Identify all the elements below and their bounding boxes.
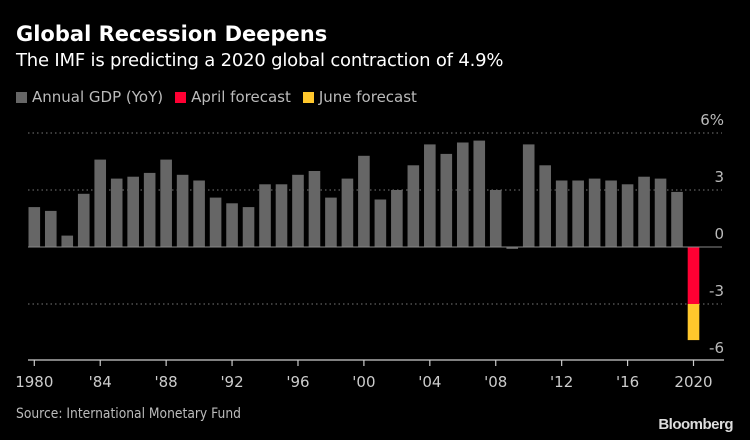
legend-swatch-april-forecast bbox=[175, 91, 187, 103]
chart-title: Global Recession Deepens bbox=[16, 22, 328, 46]
bar-1996 bbox=[292, 174, 304, 247]
bar-2002 bbox=[391, 190, 403, 247]
y-tick-label: -3 bbox=[709, 282, 724, 300]
bloomberg-logo: Bloomberg bbox=[658, 416, 733, 433]
x-tick-label: '04 bbox=[418, 373, 441, 391]
x-tick-label: '12 bbox=[550, 373, 573, 391]
y-tick-label: -6 bbox=[709, 339, 724, 357]
x-tick-label: '96 bbox=[286, 373, 309, 391]
bar-2015 bbox=[605, 180, 617, 247]
bar-2010 bbox=[522, 144, 535, 247]
chart-subtitle: The IMF is predicting a 2020 global cont… bbox=[16, 50, 504, 71]
bar-2003 bbox=[407, 165, 420, 247]
bar-2011 bbox=[539, 165, 551, 247]
bar-2020-june-forecast bbox=[687, 304, 700, 341]
bar-2007 bbox=[473, 140, 486, 247]
x-tick-label: '92 bbox=[220, 373, 243, 391]
x-tick-label: '08 bbox=[484, 373, 507, 391]
bar-2014 bbox=[588, 178, 601, 247]
legend-swatch-annual-gdp bbox=[16, 91, 27, 103]
bar-2013 bbox=[572, 180, 584, 247]
bar-2001 bbox=[374, 199, 387, 247]
legend: Annual GDP (YoY) April forecast June for… bbox=[16, 88, 417, 106]
bar-2006 bbox=[456, 142, 469, 247]
bar-1983 bbox=[77, 193, 90, 247]
bar-1989 bbox=[176, 174, 189, 247]
bar-2018 bbox=[654, 178, 667, 247]
bar-2005 bbox=[440, 153, 453, 247]
bar-2004 bbox=[424, 144, 436, 247]
bar-1988 bbox=[160, 159, 172, 247]
bar-1980 bbox=[28, 207, 41, 247]
legend-item-annual-gdp: Annual GDP (YoY) bbox=[16, 88, 163, 106]
y-tick-label: 0 bbox=[714, 225, 724, 243]
bar-2016 bbox=[621, 184, 634, 247]
legend-label-june-forecast: June forecast bbox=[318, 88, 417, 106]
bar-1993 bbox=[242, 207, 255, 247]
bar-1991 bbox=[209, 197, 222, 247]
x-tick-label: '84 bbox=[89, 373, 112, 391]
bar-1994 bbox=[259, 184, 271, 247]
y-tick-label: 3 bbox=[714, 168, 724, 186]
legend-item-april-forecast: April forecast bbox=[175, 88, 291, 106]
bar-1986 bbox=[127, 176, 139, 247]
bar-1998 bbox=[325, 197, 337, 247]
bar-1995 bbox=[275, 184, 288, 247]
bar-1999 bbox=[341, 178, 354, 247]
bar-2008 bbox=[489, 190, 502, 247]
x-tick-label: '00 bbox=[352, 373, 375, 391]
bar-2000 bbox=[358, 155, 370, 247]
bar-2020-april-forecast bbox=[687, 247, 700, 304]
legend-label-april-forecast: April forecast bbox=[191, 88, 291, 106]
bar-2009 bbox=[506, 247, 519, 249]
bar-1992 bbox=[226, 203, 238, 247]
x-tick-label: '16 bbox=[616, 373, 639, 391]
x-tick-label: '88 bbox=[155, 373, 178, 391]
bar-1984 bbox=[94, 159, 107, 247]
bar-1982 bbox=[61, 235, 74, 247]
bar-1990 bbox=[193, 180, 205, 247]
bar-1981 bbox=[44, 210, 57, 247]
legend-item-june-forecast: June forecast bbox=[302, 88, 417, 106]
legend-swatch-june-forecast bbox=[302, 91, 314, 103]
y-tick-label: 6% bbox=[700, 111, 724, 129]
x-tick-label: 1980 bbox=[15, 373, 53, 391]
bar-2019 bbox=[671, 191, 683, 247]
bar-2017 bbox=[638, 176, 650, 247]
bar-1985 bbox=[110, 178, 123, 247]
bar-1997 bbox=[308, 171, 321, 247]
bar-1987 bbox=[143, 172, 156, 247]
legend-label-annual-gdp: Annual GDP (YoY) bbox=[32, 88, 164, 106]
bar-2012 bbox=[555, 180, 568, 247]
x-tick-label: 2020 bbox=[674, 373, 712, 391]
source-note: Source: International Monetary Fund bbox=[16, 406, 241, 422]
